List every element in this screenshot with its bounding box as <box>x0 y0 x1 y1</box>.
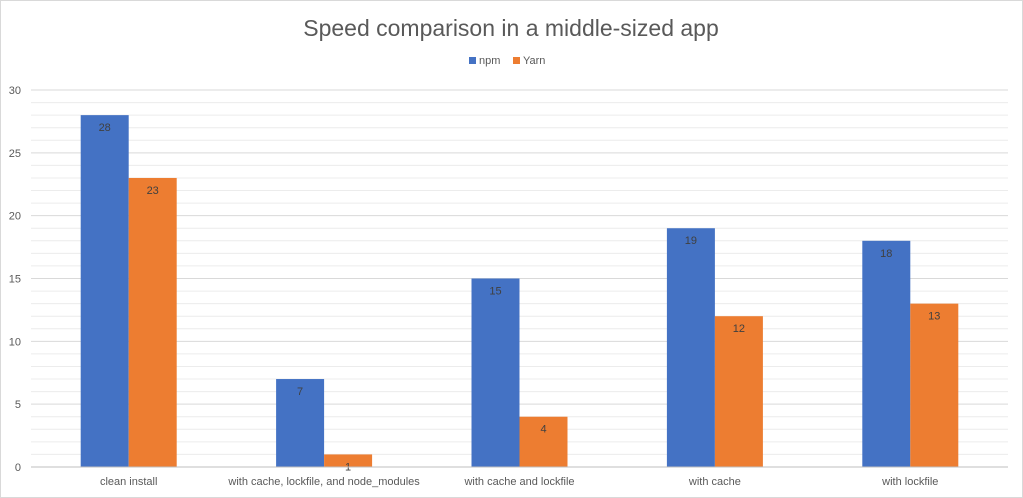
legend-swatch-yarn <box>513 57 520 64</box>
x-tick-label: with lockfile <box>881 476 938 488</box>
bar-npm-0 <box>80 115 129 467</box>
chart-title: Speed comparison in a middle-sized app <box>303 15 719 41</box>
y-axis: 0 5 10 15 20 25 30 <box>9 85 21 474</box>
bar-npm-1 <box>276 379 325 467</box>
y-tick-label: 10 <box>9 336 21 348</box>
y-tick-label: 30 <box>9 85 21 97</box>
x-tick-label: clean install <box>100 476 157 488</box>
bar-yarn-3 <box>714 316 763 467</box>
legend-label-npm: npm <box>479 55 500 67</box>
bar-yarn-0 <box>128 177 177 467</box>
bar-yarn-2 <box>519 416 568 467</box>
legend-swatch-npm <box>469 57 476 64</box>
x-tick-label: with cache, lockfile, and node_modules <box>227 476 420 488</box>
data-label-npm-4: 18 <box>880 248 892 260</box>
bar-npm-3 <box>666 228 715 467</box>
bar-npm-2 <box>471 278 520 467</box>
bar-yarn-4 <box>910 303 959 467</box>
legend: npm Yarn <box>469 55 545 67</box>
data-label-yarn-4: 13 <box>928 311 940 323</box>
data-label-yarn-2: 4 <box>540 424 546 436</box>
y-tick-label: 0 <box>15 462 21 474</box>
data-labels: 28237115419121813 <box>99 122 941 473</box>
data-label-yarn-0: 23 <box>147 185 159 197</box>
bars <box>80 115 959 467</box>
data-label-npm-0: 28 <box>99 122 111 134</box>
data-label-npm-1: 7 <box>297 386 303 398</box>
data-label-npm-3: 19 <box>685 235 697 247</box>
x-axis: clean install with cache, lockfile, and n… <box>31 466 1008 488</box>
y-tick-label: 25 <box>9 148 21 160</box>
x-tick-label: with cache and lockfile <box>463 476 574 488</box>
bar-npm-4 <box>862 240 911 467</box>
y-tick-label: 20 <box>9 211 21 223</box>
data-label-npm-2: 15 <box>489 286 501 298</box>
y-tick-label: 5 <box>15 399 21 411</box>
y-tick-label: 15 <box>9 274 21 286</box>
data-label-yarn-3: 12 <box>733 323 745 335</box>
legend-label-yarn: Yarn <box>523 55 545 67</box>
bar-yarn-1 <box>324 454 373 467</box>
x-tick-label: with cache <box>688 476 741 488</box>
